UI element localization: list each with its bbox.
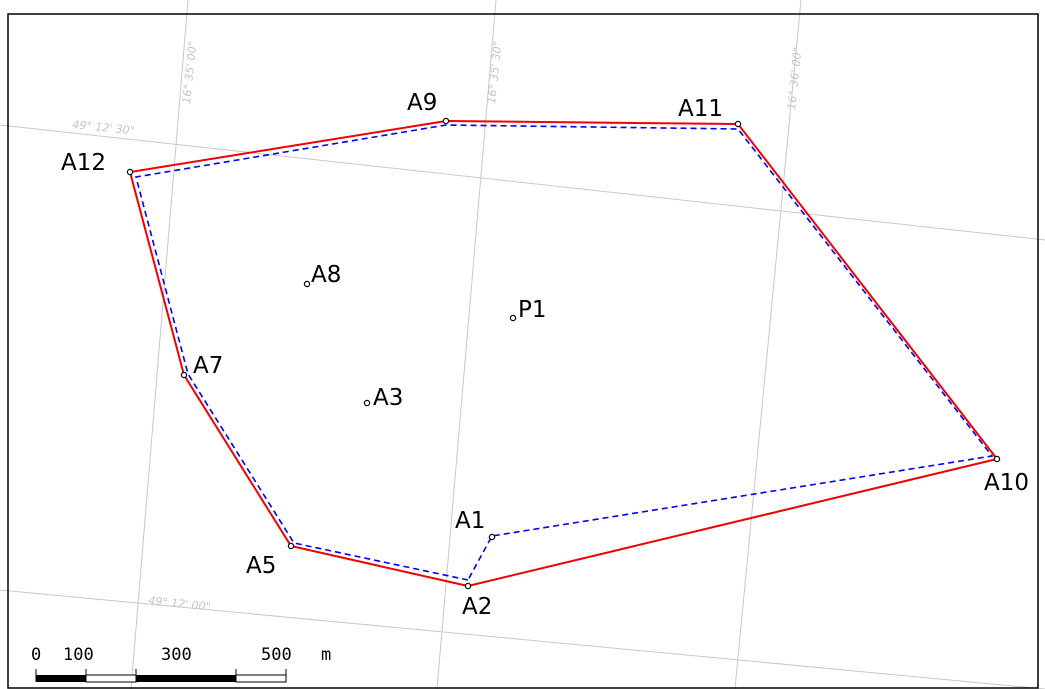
scale-label-300: 300 (161, 645, 192, 665)
point-A7-label: A7 (193, 353, 223, 379)
point-A7-marker[interactable] (180, 371, 188, 379)
point-A2-label: A2 (462, 594, 492, 620)
point-A8-label: A8 (311, 262, 341, 288)
point-A12-label: A12 (61, 150, 106, 176)
point-A5-marker[interactable] (287, 542, 295, 550)
scale-segment-3 (136, 675, 236, 682)
meridian-label: 16° 35' 00" (180, 41, 199, 105)
scale-label-100: 100 (63, 645, 94, 665)
meridian-line (436, 0, 497, 689)
meridian-label: 16° 35' 30" (485, 41, 504, 105)
point-A9-label: A9 (407, 90, 437, 116)
scale-bar: 0 100 300 500 m (31, 645, 331, 683)
scale-label-0: 0 (31, 645, 41, 665)
point-P1-label: P1 (518, 297, 547, 323)
point-A8-marker[interactable] (303, 280, 311, 288)
point-labels: A1 A2 A3 A5 A7 A8 A9 A10 A11 A12 P1 (61, 90, 1029, 620)
point-A5-label: A5 (246, 553, 276, 579)
boundary-red-polyline[interactable] (128, 119, 999, 587)
point-A2-marker[interactable] (464, 582, 472, 590)
point-A1-label: A1 (455, 508, 485, 534)
parallel-line (0, 124, 1045, 241)
point-A1-marker[interactable] (488, 533, 496, 541)
scale-segment-2 (85, 674, 137, 683)
meridian-label: 16° 36' 00" (785, 47, 804, 111)
scale-segment-4 (235, 674, 287, 683)
scale-label-500: 500 (261, 645, 292, 665)
point-A12-marker[interactable] (126, 168, 134, 176)
meridian-line (734, 0, 802, 689)
meridian-line (130, 0, 189, 689)
parallel-label: 49° 12' 30" (72, 118, 136, 137)
point-A3-marker[interactable] (363, 399, 371, 407)
point-A10-marker[interactable] (993, 455, 1001, 463)
parallel-line (0, 589, 1045, 689)
point-A10-label: A10 (984, 470, 1029, 496)
point-A11-label: A11 (678, 96, 723, 122)
point-A9-marker[interactable] (442, 117, 450, 125)
boundary-blue-dashed-polyline[interactable] (135, 124, 994, 581)
scale-unit-label: m (321, 645, 331, 665)
parallel-label: 49° 12' 00" (148, 594, 212, 613)
map-border (7, 13, 1039, 689)
scale-segment-1 (36, 675, 86, 682)
survey-points (126, 117, 1001, 590)
point-A3-label: A3 (373, 385, 403, 411)
point-A11-marker[interactable] (734, 120, 742, 128)
point-P1-marker[interactable] (509, 314, 517, 322)
